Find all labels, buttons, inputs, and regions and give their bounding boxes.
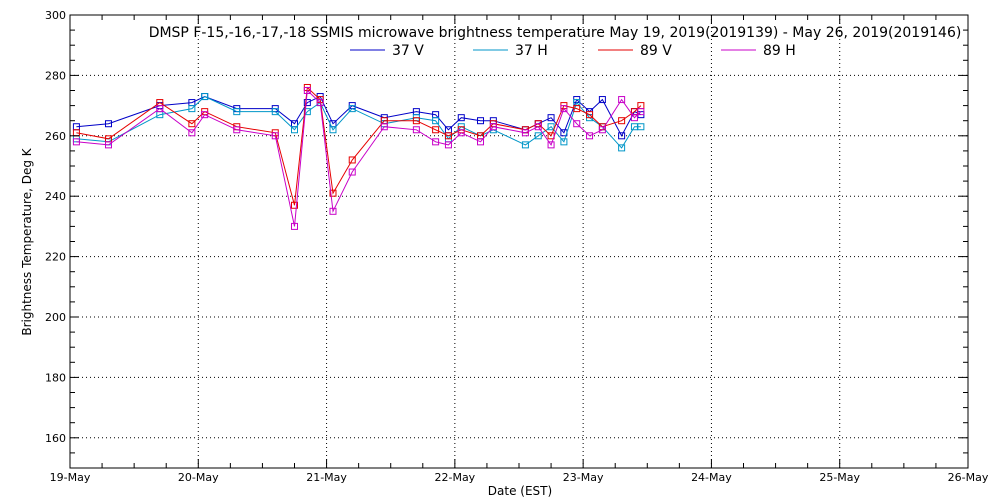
data-point-37-h (521, 141, 529, 149)
data-point-89-h (432, 138, 440, 146)
data-point-37-h (547, 123, 555, 131)
data-point-89-h (477, 138, 485, 146)
data-point-89-h (380, 123, 388, 131)
data-point-89-h (188, 129, 196, 137)
x-tick-label: 22-May (434, 471, 475, 484)
x-tick-label: 21-May (306, 471, 347, 484)
data-point-37-h (329, 126, 337, 134)
data-point-89-v (188, 120, 196, 128)
legend-item-37-h: 37 H (473, 43, 548, 59)
legend-item-37-v: 37 V (350, 43, 424, 59)
series-line-37-v (76, 95, 642, 137)
data-point-89-h (271, 132, 279, 140)
data-point-37-h (291, 126, 298, 134)
data-point-37-h (560, 138, 568, 146)
legend: 37 V 37 H 89 V 89 H (350, 43, 796, 59)
data-point-89-h (72, 138, 80, 146)
y-tick-label: 260 (45, 130, 66, 143)
x-tick-label: 26-May (948, 471, 989, 484)
legend-item-89-v: 89 V (598, 43, 672, 59)
data-point-37-v (547, 114, 555, 122)
legend-label: 89 H (763, 43, 796, 59)
data-point-89-v (573, 105, 581, 113)
legend-label: 37 V (392, 43, 424, 59)
data-point-37-v (303, 99, 311, 107)
data-point-89-v (348, 156, 356, 164)
chart-title: DMSP F-15,-16,-17,-18 SSMIS microwave br… (149, 25, 962, 41)
data-point-89-h (291, 222, 298, 230)
series-line-37-h (76, 95, 641, 149)
data-point-37-v (477, 117, 485, 125)
y-tick-label: 160 (45, 432, 66, 445)
data-point-89-h (547, 141, 555, 149)
data-point-37-v (104, 120, 112, 128)
data-point-89-h (303, 87, 311, 94)
data-point-89-h (489, 123, 497, 131)
data-point-89-h (573, 120, 581, 128)
data-point-37-h (201, 93, 209, 101)
data-point-89-h (521, 129, 529, 137)
data-point-89-h (598, 126, 606, 134)
series-line-89-v (76, 86, 642, 206)
data-point-89-h (637, 108, 645, 116)
data-point-89-v (412, 117, 420, 125)
y-tick-label: 280 (45, 69, 66, 82)
y-tick-label: 300 (45, 9, 66, 22)
x-tick-label: 20-May (178, 471, 219, 484)
y-tick-label: 200 (45, 311, 66, 324)
data-point-89-v (432, 126, 440, 134)
data-point-37-h (618, 144, 626, 152)
data-point-89-h (316, 99, 324, 107)
data-point-89-h (156, 105, 164, 113)
data-point-89-v (444, 132, 452, 140)
x-tick-label: 19-May (50, 471, 91, 484)
x-tick-label: 24-May (691, 471, 732, 484)
data-point-89-h (329, 207, 337, 215)
y-tick-label: 180 (45, 371, 66, 384)
series-line-89-h (76, 89, 642, 227)
y-tick-label: 220 (45, 251, 66, 264)
data-point-89-v (291, 201, 298, 209)
data-point-89-h (586, 132, 594, 140)
data-point-89-h (201, 111, 209, 119)
y-tick-label: 240 (45, 190, 66, 203)
data-point-37-h (534, 132, 542, 140)
data-point-89-h (560, 105, 568, 113)
data-point-37-h (271, 108, 279, 116)
data-point-37-h (637, 123, 645, 131)
data-point-89-h (618, 96, 626, 104)
data-point-89-h (348, 168, 356, 176)
data-point-37-h (188, 105, 196, 113)
data-point-89-v (329, 189, 337, 197)
data-point-89-h (233, 126, 241, 134)
legend-item-89-h: 89 H (721, 43, 796, 59)
data-point-37-h (432, 117, 440, 125)
y-axis-label: Brightness Temperature, Deg K (20, 147, 34, 335)
legend-label: 37 H (515, 43, 548, 59)
data-point-89-v (586, 111, 594, 119)
data-point-37-v (598, 96, 606, 104)
data-point-37-h (348, 105, 356, 113)
data-point-89-v (618, 117, 626, 125)
data-point-37-h (233, 108, 241, 116)
data-point-89-h (444, 141, 452, 149)
data-point-89-h (104, 141, 112, 149)
data-point-37-v (618, 132, 626, 140)
legend-label: 89 V (640, 43, 672, 59)
data-point-89-h (457, 129, 465, 137)
data-point-89-h (534, 123, 542, 131)
data-point-89-h (412, 126, 420, 134)
x-axis-label: Date (EST) (488, 484, 552, 498)
x-tick-label: 23-May (563, 471, 604, 484)
x-tick-label: 25-May (819, 471, 860, 484)
data-point-89-h (630, 114, 638, 122)
data-point-37-v (457, 114, 465, 122)
